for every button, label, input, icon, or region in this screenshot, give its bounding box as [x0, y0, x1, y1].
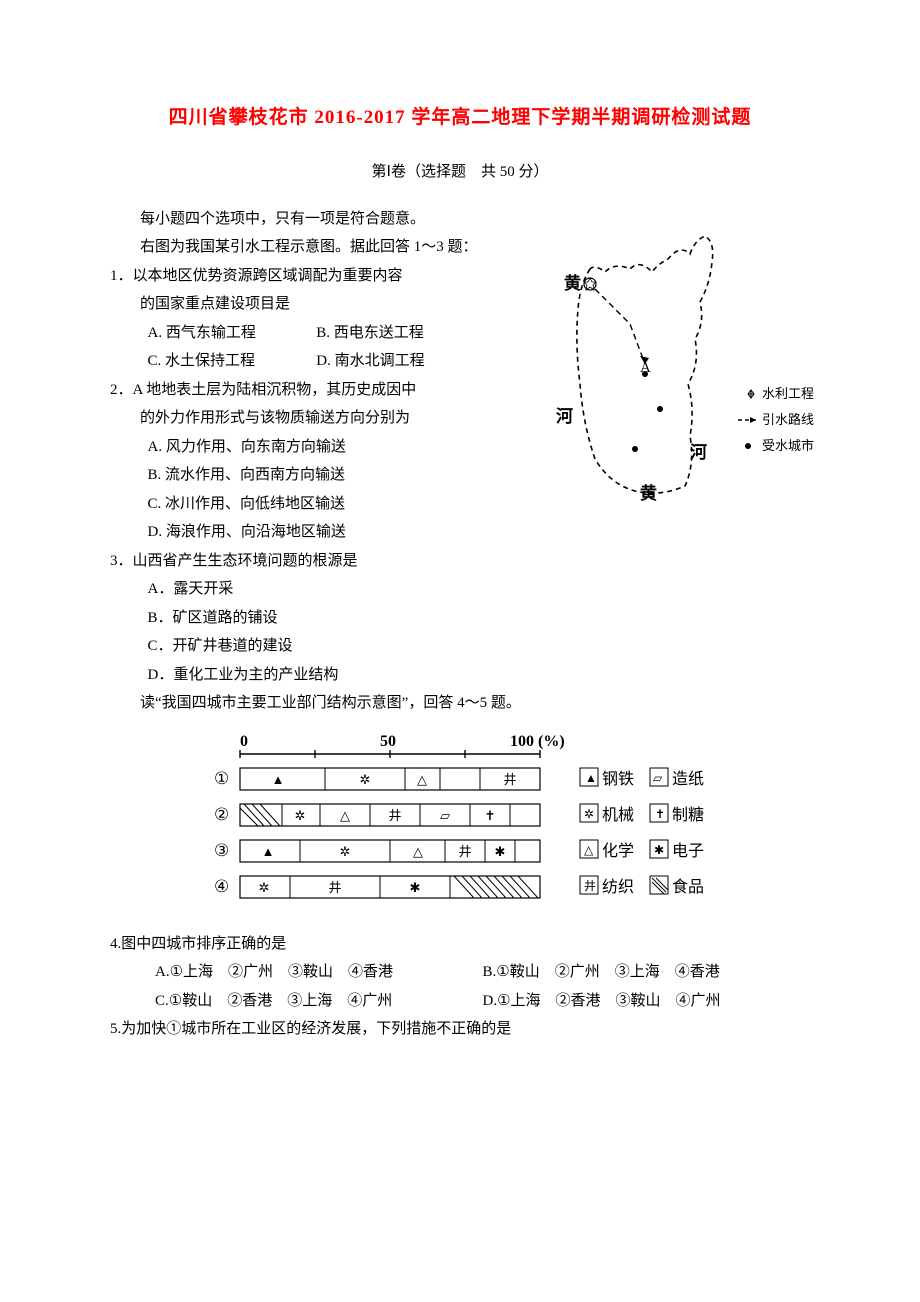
row3-bar: ▲ ✲ △ 井 ✱ [240, 840, 540, 862]
q4-option-b: B.①鞍山 ②广州 ③上海 ④香港 [483, 958, 811, 987]
legend-textile: 纺织 [602, 878, 634, 896]
map-city-dot-1 [642, 371, 648, 377]
svg-text:✱: ✱ [410, 880, 421, 895]
q3-stem: 3．山西省产生生态环境问题的根源是 [110, 547, 810, 576]
legend-machine: 机械 [602, 806, 634, 824]
svg-text:▲: ▲ [585, 771, 597, 785]
q4-options-row2: C.①鞍山 ②香港 ③上海 ④广州 D.①上海 ②香港 ③鞍山 ④广州 [110, 987, 810, 1016]
map-legend: 水利工程 引水路线 受水城市 [738, 386, 814, 453]
section-subtitle: 第Ⅰ卷（选择题 共 50 分） [110, 158, 810, 187]
map-svg: A 黄 河 河 黄 水利工程 引水路线 [540, 214, 830, 504]
q4-option-c: C.①鞍山 ②香港 ③上海 ④广州 [155, 987, 483, 1016]
row2-bar: ✲ △ 井 ▱ ✝ [240, 804, 540, 826]
map-label-huang-bottom: 黄 [640, 483, 657, 503]
q1-option-d: D. 南水北调工程 [316, 347, 481, 376]
svg-text:✝: ✝ [655, 807, 665, 821]
svg-text:✲: ✲ [259, 880, 270, 895]
legend-pipeline-label: 引水路线 [762, 412, 814, 427]
row-label-4: ④ [214, 877, 229, 896]
city-chart-figure: 0 50 100 (%) ① ② ③ ④ ▲ ✲ △ 井 ✲ △ [180, 726, 740, 916]
svg-text:△: △ [340, 808, 350, 823]
row2-food-hatch [240, 804, 280, 826]
legend-electronic: 电子 [672, 842, 704, 860]
legend-pipeline: 引水路线 [738, 412, 814, 427]
map-figure: A 黄 河 河 黄 水利工程 引水路线 [540, 214, 830, 504]
svg-text:▱: ▱ [440, 808, 450, 823]
svg-text:▲: ▲ [272, 772, 285, 787]
svg-text:井: 井 [388, 808, 401, 823]
axis-100: 100 (%) [510, 733, 565, 750]
map-label-he-right: 河 [690, 443, 707, 462]
q3-option-d: D．重化工业为主的产业结构 [110, 661, 810, 690]
q3-option-a: A．露天开采 [110, 575, 810, 604]
q4-option-a: A.①上海 ②广州 ③鞍山 ④香港 [155, 958, 483, 987]
svg-text:井: 井 [458, 844, 471, 859]
legend-food: 食品 [672, 878, 704, 896]
row-label-1: ① [214, 769, 229, 788]
page-title: 四川省攀枝花市 2016-2017 学年高二地理下学期半期调研检测试题 [110, 100, 810, 136]
map-water-project-marker [584, 278, 596, 290]
legend-water-project: 水利工程 [748, 386, 814, 401]
row4-bar: ✲ 井 ✱ [240, 876, 540, 898]
axis-50: 50 [380, 733, 396, 750]
svg-text:△: △ [413, 844, 423, 859]
chart-legend: ▲ 钢铁 ▱ 造纸 ✲ 机械 ✝ 制糖 △ 化学 ✱ 电子 井 纺织 食品 [580, 768, 704, 896]
intro-line-3: 读“我国四城市主要工业部门结构示意图”，回答 4～5 题。 [110, 689, 810, 718]
q2-option-d: D. 海浪作用、向沿海地区输送 [110, 518, 810, 547]
map-label-huang-top: 黄 [564, 273, 581, 293]
legend-steel: 钢铁 [602, 770, 634, 788]
svg-text:▱: ▱ [653, 771, 663, 785]
svg-text:井: 井 [584, 879, 596, 893]
svg-text:✱: ✱ [654, 843, 664, 857]
axis-0: 0 [240, 733, 248, 750]
svg-text:△: △ [584, 843, 594, 857]
q3-option-c: C．开矿井巷道的建设 [110, 632, 810, 661]
map-context: A 黄 河 河 黄 水利工程 引水路线 [110, 262, 810, 547]
svg-text:✲: ✲ [340, 844, 351, 859]
legend-paper: 造纸 [672, 770, 704, 788]
svg-text:井: 井 [503, 772, 516, 787]
svg-text:✱: ✱ [495, 844, 506, 859]
row-label-2: ② [214, 805, 229, 824]
row4-food-hatch [454, 876, 538, 898]
row1-bar: ▲ ✲ △ 井 [240, 768, 540, 790]
svg-text:▲: ▲ [262, 844, 275, 859]
q4-option-d: D.①上海 ②香港 ③鞍山 ④广州 [483, 987, 811, 1016]
q4-options-row1: A.①上海 ②广州 ③鞍山 ④香港 B.①鞍山 ②广州 ③上海 ④香港 [110, 958, 810, 987]
map-city-dot-2 [657, 406, 663, 412]
map-label-he-left: 河 [556, 407, 573, 426]
legend-water-project-label: 水利工程 [762, 386, 814, 401]
q4-stem: 4.图中四城市排序正确的是 [110, 930, 810, 959]
svg-text:✲: ✲ [584, 807, 594, 821]
q1-option-a: A. 西气东输工程 [148, 319, 313, 348]
map-city-dot-3 [632, 446, 638, 452]
svg-text:△: △ [417, 772, 427, 787]
legend-city-label: 受水城市 [762, 438, 814, 453]
svg-text:✲: ✲ [360, 772, 371, 787]
legend-sugar: 制糖 [672, 806, 704, 824]
svg-text:✝: ✝ [485, 808, 496, 823]
q5-stem: 5.为加快①城市所在工业区的经济发展，下列措施不正确的是 [110, 1015, 810, 1044]
legend-chemical: 化学 [602, 842, 634, 860]
row-label-3: ③ [214, 841, 229, 860]
q1-option-b: B. 西电东送工程 [316, 319, 481, 348]
svg-text:✲: ✲ [295, 808, 306, 823]
map-pipeline-1 [595, 289, 645, 364]
q1-option-c: C. 水土保持工程 [148, 347, 313, 376]
svg-text:井: 井 [328, 880, 341, 895]
legend-city: 受水城市 [745, 438, 814, 453]
q3-option-b: B．矿区道路的铺设 [110, 604, 810, 633]
